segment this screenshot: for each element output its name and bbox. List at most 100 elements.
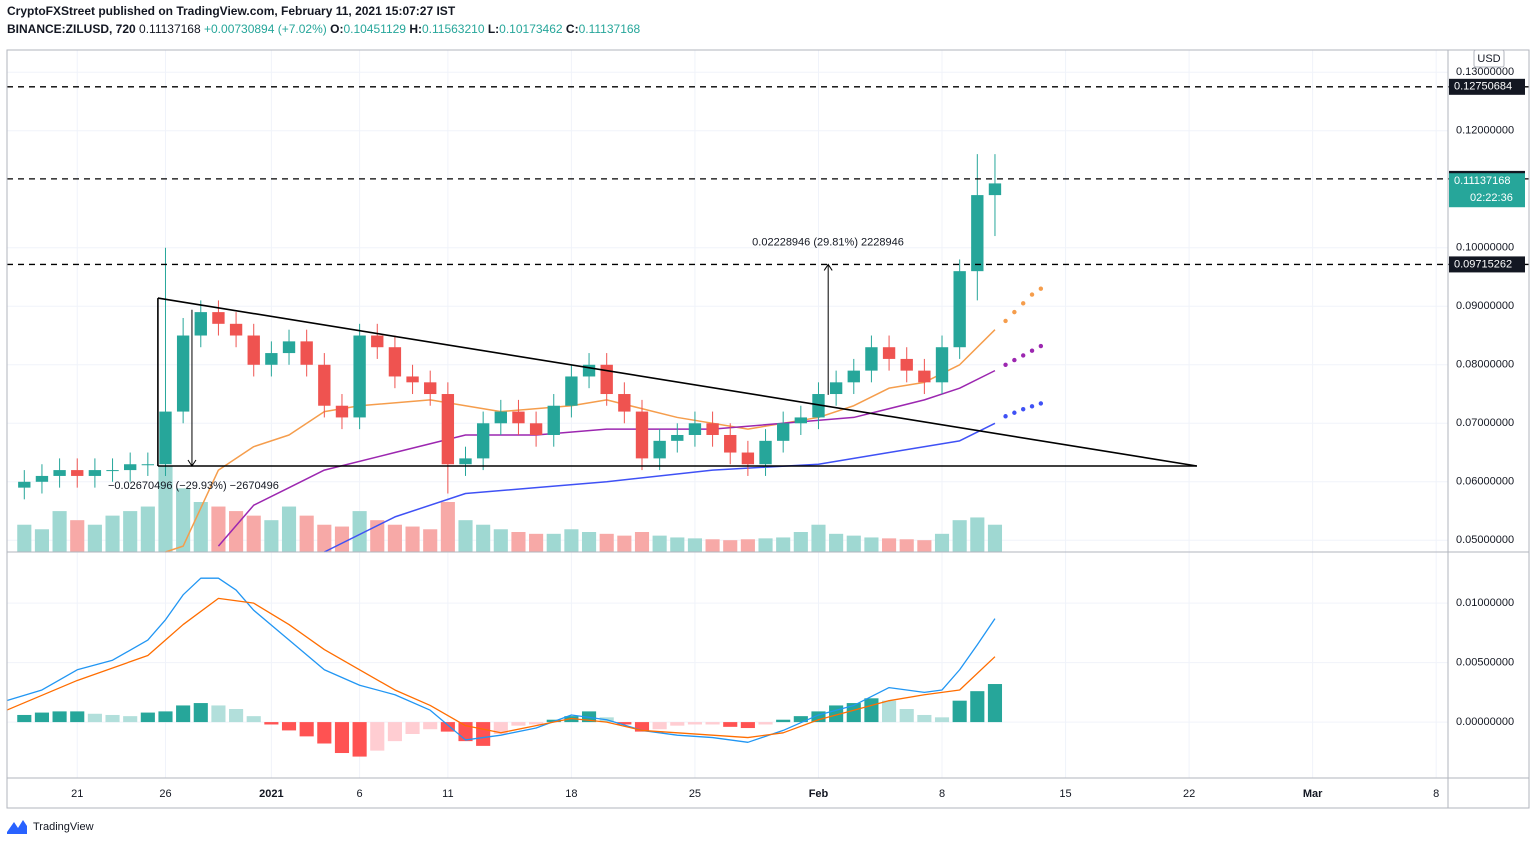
histogram-bar [899, 709, 914, 723]
chart-frame [6, 49, 1530, 809]
projection-dot [1038, 401, 1044, 406]
candle-body [212, 312, 225, 324]
histogram-bar [476, 722, 491, 746]
volume-bar [882, 538, 897, 552]
volume-bar [34, 529, 50, 552]
volume-bar [970, 517, 985, 552]
volume-bar [140, 506, 155, 552]
x-tick-label: 26 [159, 788, 171, 800]
volume-bar [70, 520, 85, 552]
candle-body [900, 358, 913, 371]
projection-dot [1038, 343, 1044, 349]
projection-dot [1012, 410, 1017, 415]
candle-body [124, 464, 137, 471]
symbol-line: BINANCE:ZILUSD, 720 0.11137168 +0.007308… [7, 22, 641, 36]
volume-bar [246, 515, 261, 552]
histogram-bar [52, 711, 67, 723]
histogram-bar [952, 700, 967, 723]
volume-bar [952, 520, 967, 552]
volume-bar [211, 506, 226, 552]
histogram-bar [687, 722, 702, 725]
histogram-bar [140, 712, 155, 723]
candle-body [371, 335, 384, 348]
histogram-bar [811, 711, 826, 723]
histogram-bar [617, 722, 632, 725]
candle-body [935, 347, 949, 383]
measure-label: 0.02228946 (29.81%) 2228946 [752, 236, 904, 248]
last-price: 0.11137168 [139, 22, 201, 36]
last-price-badge [1449, 173, 1525, 208]
y-tick-label: 0.00000000 [1456, 716, 1514, 728]
y-tick-label: 0.07000000 [1456, 417, 1514, 429]
histogram-bar [987, 684, 1003, 723]
candle-body [724, 434, 737, 453]
y-tick-label: 0.12000000 [1456, 125, 1514, 137]
volume-bar [581, 532, 597, 552]
volume-bar [987, 524, 1003, 552]
candle-body [229, 323, 243, 336]
candle-body [671, 434, 684, 441]
x-tick-label: 8 [939, 788, 945, 800]
y-tick-label: 0.13000000 [1456, 66, 1514, 78]
histogram-bar [917, 714, 932, 723]
candle-body [759, 440, 772, 465]
candle-body [582, 364, 596, 377]
volume-bar [52, 511, 67, 552]
histogram-bar [370, 722, 385, 751]
volume-bar [899, 539, 914, 552]
candle-body [918, 370, 931, 383]
volume-bar [670, 537, 685, 552]
currency: USD [1477, 53, 1500, 65]
candle-body [71, 470, 84, 476]
plot-layer [6, 50, 1529, 778]
x-tick-label: 15 [1059, 788, 1071, 800]
histogram-bar [193, 703, 208, 723]
x-tick-label: 11 [442, 788, 453, 800]
candle-body [388, 347, 402, 377]
volume-bar [158, 465, 173, 552]
histogram-bar [882, 700, 897, 723]
histogram-bar [758, 722, 773, 725]
volume-bar [687, 538, 702, 552]
level-label: 0.09715262 [1454, 258, 1512, 270]
y-tick-label: 0.08000000 [1456, 359, 1514, 371]
histogram-bar [934, 717, 950, 723]
candle-body [688, 423, 702, 435]
histogram-bar [423, 722, 438, 730]
volume-bar [634, 532, 650, 552]
volume-bar [546, 533, 561, 552]
level-badge [1449, 256, 1525, 273]
y-tick-label: 0.05000000 [1456, 534, 1514, 546]
candle-body [971, 195, 984, 272]
brand-logo [7, 820, 27, 834]
level-badge [1449, 78, 1525, 95]
macd-line [6, 577, 996, 743]
level-label: 0.12750684 [1454, 81, 1512, 93]
ohlc-label: C: [566, 22, 579, 36]
change: +0.00730894 (+7.02%) [204, 22, 327, 36]
publisher-text: CryptoFXStreet published on TradingView.… [7, 4, 456, 18]
x-tick-label: Mar [1303, 788, 1323, 800]
histogram-bar [793, 716, 808, 723]
volume-bar [758, 538, 773, 552]
currency-box[interactable] [1473, 49, 1505, 68]
histogram-bar [970, 691, 985, 723]
histogram-bar [493, 722, 508, 734]
candle-body [512, 411, 525, 424]
macd-line [6, 597, 996, 739]
candle-body [476, 423, 490, 459]
volume-bar [917, 540, 932, 552]
candle-body [176, 335, 190, 412]
projection-dot [1021, 353, 1026, 358]
histogram-bar [511, 722, 526, 726]
candle-body [812, 394, 825, 418]
candle-body [829, 382, 843, 395]
histogram-bar [405, 722, 420, 734]
arrow-head [187, 459, 197, 467]
pattern-line [157, 297, 1197, 467]
histogram-bar [705, 722, 720, 725]
candle-body [424, 382, 437, 395]
candle-body [406, 376, 419, 383]
volume-bar [776, 537, 791, 552]
